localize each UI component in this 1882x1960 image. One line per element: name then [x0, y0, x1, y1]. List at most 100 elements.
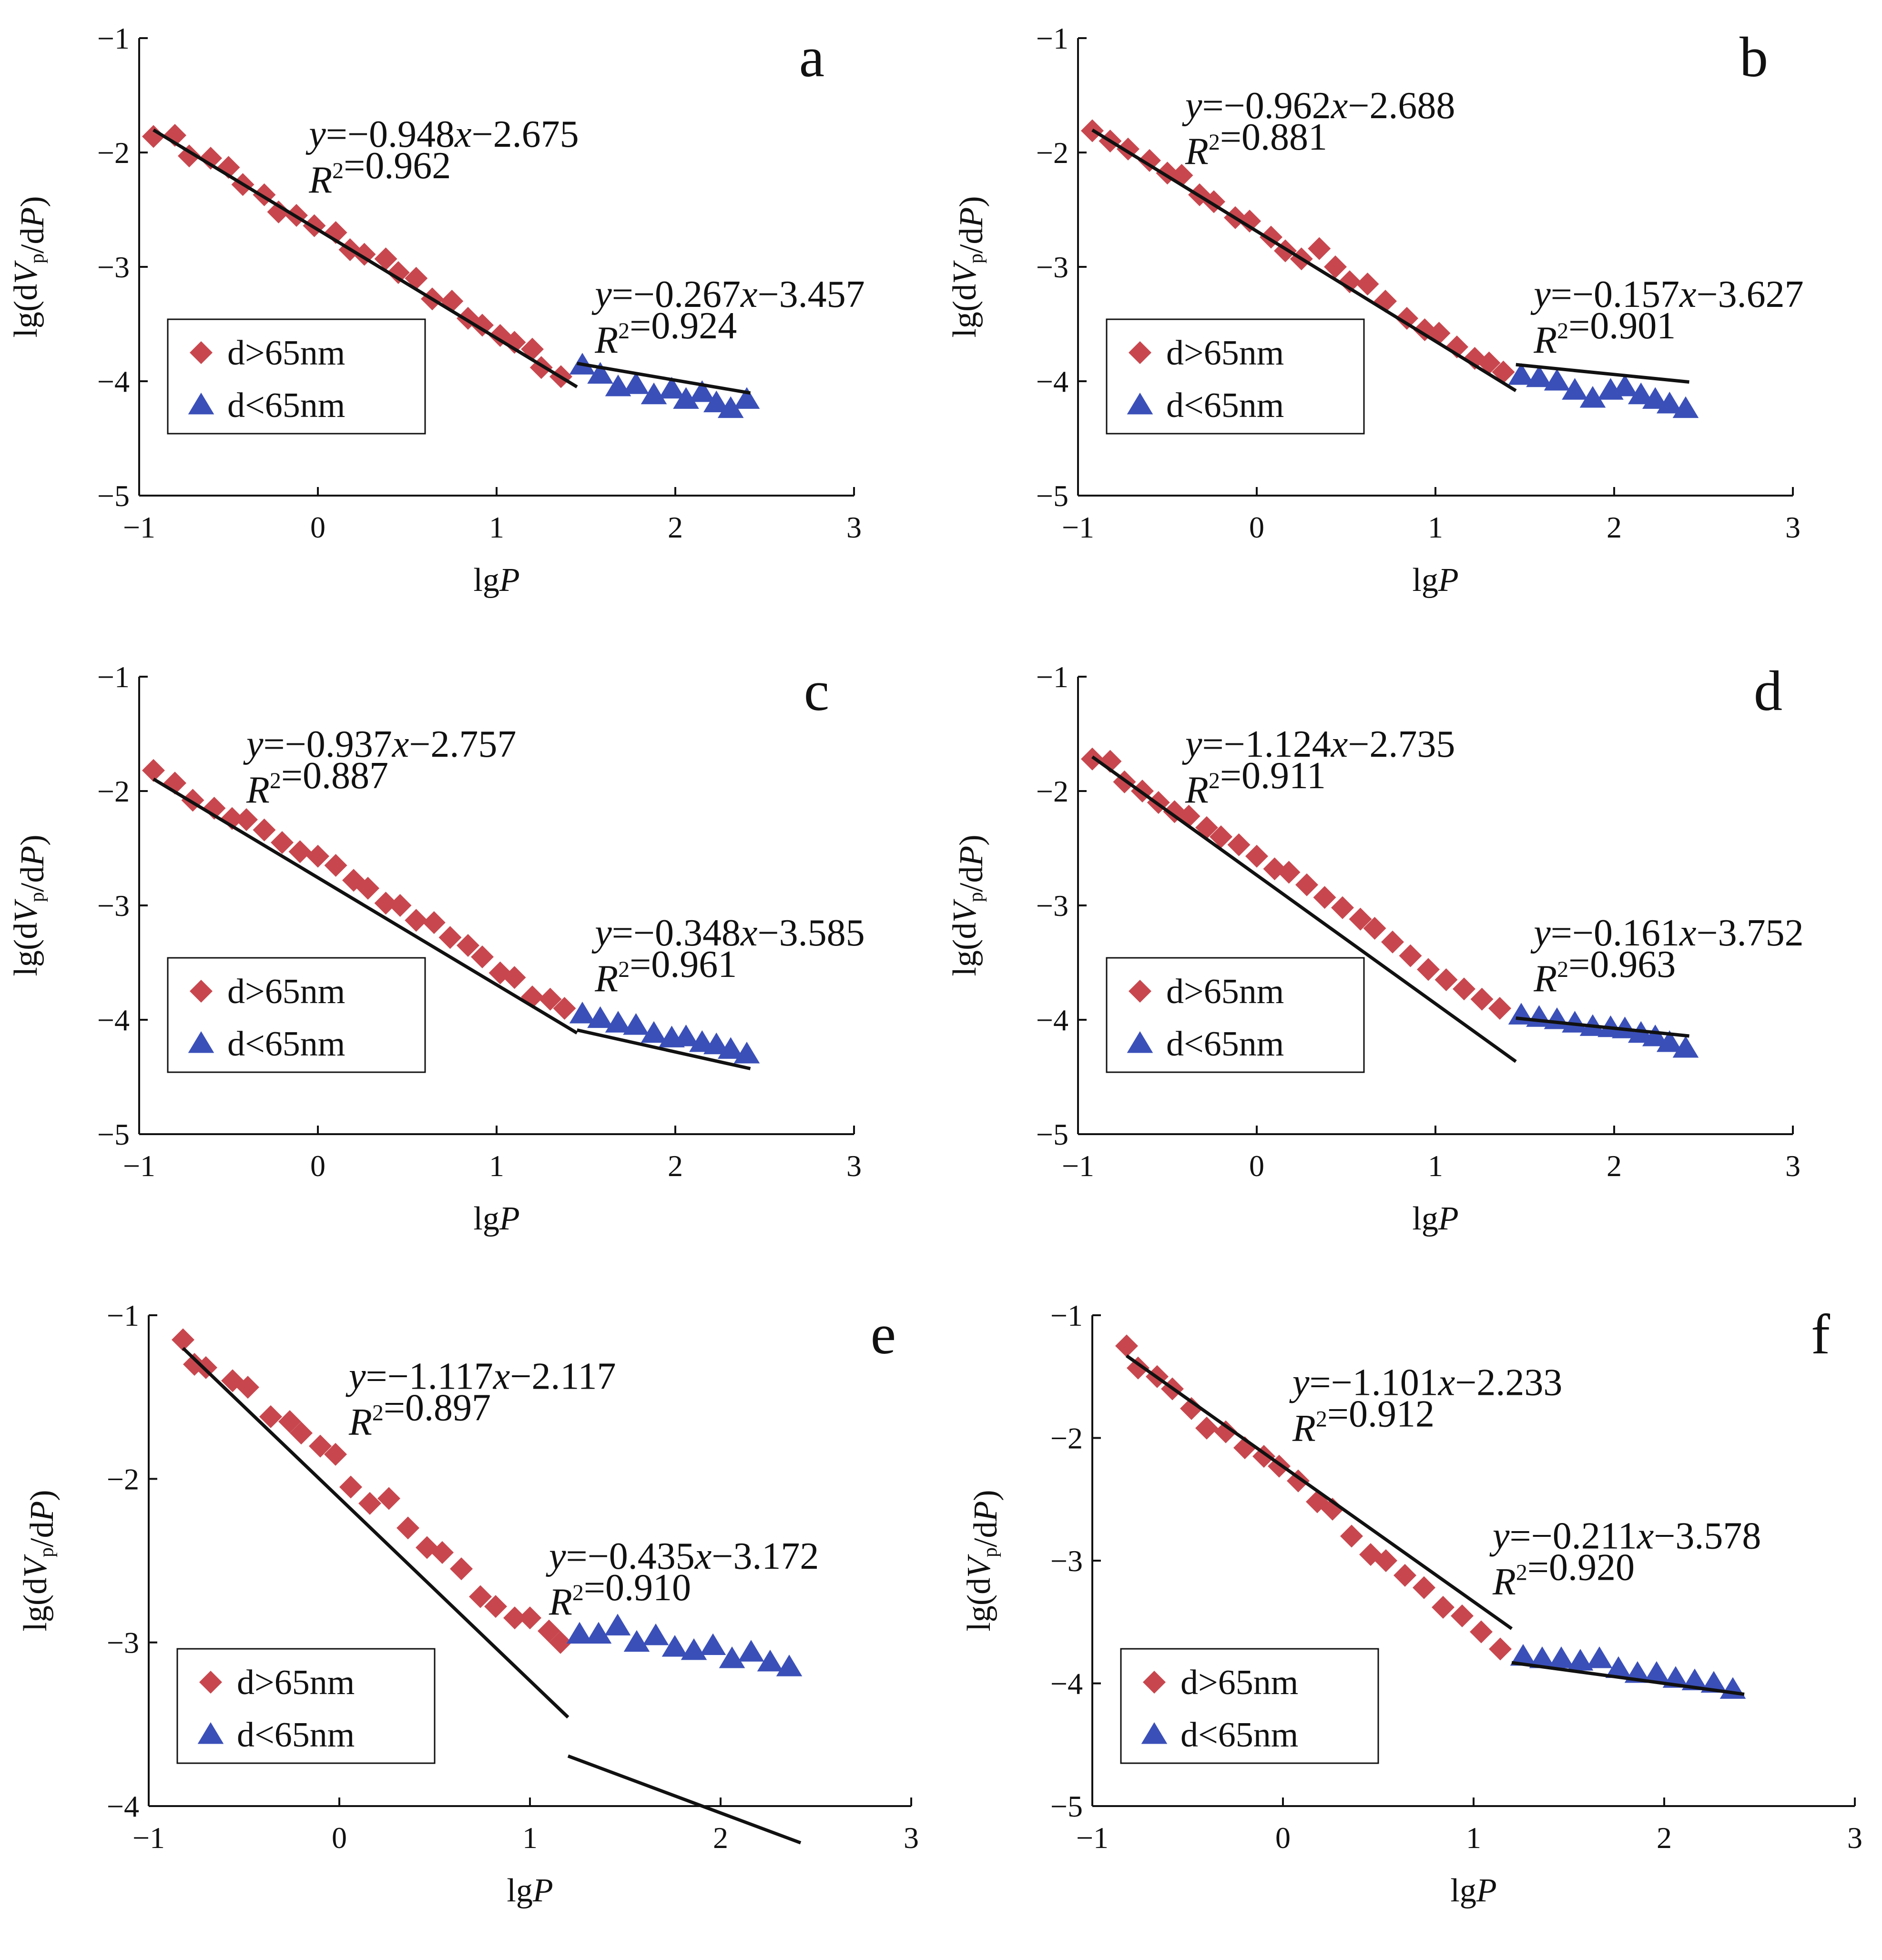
- panel-label: e: [871, 1302, 896, 1366]
- data-point-diamond: [471, 314, 494, 337]
- legend-triangle-icon: [1127, 1031, 1153, 1053]
- fit-r-squared: R2=0.897: [348, 1387, 491, 1443]
- fit-equation: y=−0.948x−2.675: [305, 113, 579, 155]
- y-tick-label: −5: [97, 1117, 130, 1151]
- legend-box: [167, 318, 426, 435]
- data-point-diamond: [306, 844, 329, 868]
- legend-label: d>65nm: [1166, 334, 1284, 373]
- data-point-triangle: [757, 1649, 783, 1672]
- data-point-triangle: [1526, 365, 1552, 387]
- x-tick-label: 1: [1466, 1821, 1481, 1855]
- x-tick-label: 1: [1428, 510, 1443, 544]
- data-point-triangle: [659, 376, 685, 399]
- data-point-diamond: [1432, 1595, 1455, 1619]
- data-point-triangle: [733, 387, 760, 409]
- y-tick-label: −5: [1036, 479, 1068, 513]
- data-point-diamond: [1434, 968, 1458, 991]
- fit-line: [153, 777, 578, 1035]
- data-point-diamond: [339, 1475, 362, 1499]
- legend-box: [167, 957, 426, 1073]
- y-tick-label: −1: [107, 1299, 139, 1332]
- x-tick-label: 3: [846, 510, 862, 544]
- data-point-diamond: [358, 1492, 381, 1515]
- legend-triangle-icon: [1141, 1722, 1168, 1744]
- data-point-triangle: [1544, 369, 1570, 391]
- data-point-diamond: [1324, 255, 1347, 278]
- x-axis-label: lgP: [473, 562, 519, 599]
- fit-equation: y=−0.267x−3.457: [591, 274, 865, 315]
- legend-diamond-icon: [1129, 341, 1151, 364]
- y-tick-label: −2: [97, 136, 130, 170]
- x-tick-label: −1: [1062, 1149, 1094, 1183]
- data-point-diamond: [1214, 1420, 1237, 1443]
- data-point-diamond: [1308, 237, 1331, 260]
- data-point-diamond: [1127, 1356, 1150, 1380]
- panel-e: −1 0 1 2 3 −4 −3 −2 −1 lgP lg(dVp/dP) e y=−1.117x−2.…: [17, 1299, 919, 1909]
- panel-label: a: [799, 25, 824, 89]
- legend-label: d>65nm: [227, 972, 345, 1011]
- legend-label: d>65nm: [237, 1663, 355, 1702]
- panel-a: −1 0 1 2 3 −5 −4 −3 −2 −1 lgP lg(dVp/dP) a y=−0.948x−…: [8, 21, 865, 599]
- data-point-triangle: [1579, 386, 1606, 408]
- data-point-diamond: [1340, 1524, 1363, 1548]
- data-point-triangle: [1612, 375, 1638, 396]
- data-point-triangle: [1548, 1646, 1575, 1668]
- data-point-triangle: [717, 1037, 744, 1059]
- data-point-diamond: [236, 1376, 259, 1399]
- x-tick-label: 2: [668, 510, 683, 544]
- data-point-diamond: [549, 1631, 572, 1654]
- x-tick-label: 0: [1249, 1149, 1264, 1183]
- fit-line: [153, 128, 578, 388]
- legend-diamond-icon: [1143, 1671, 1166, 1694]
- data-point-triangle: [1510, 1644, 1536, 1666]
- data-point-diamond: [503, 331, 526, 354]
- fit-equation: y=−0.348x−3.585: [591, 912, 865, 954]
- fit-r-squared: R2=0.910: [549, 1567, 691, 1623]
- data-point-triangle: [1642, 1025, 1668, 1046]
- data-point-diamond: [1477, 351, 1501, 375]
- y-tick-label: −3: [1036, 889, 1068, 923]
- panel-label: d: [1754, 659, 1782, 722]
- y-axis-label: lg(dVp/dP): [8, 834, 51, 976]
- x-tick-label: 1: [489, 510, 504, 544]
- series-small-pores: [569, 353, 760, 418]
- legend-triangle-icon: [188, 393, 214, 415]
- data-point-diamond: [484, 1595, 507, 1618]
- data-point-diamond: [1395, 307, 1418, 330]
- data-point-triangle: [1681, 1668, 1708, 1690]
- x-tick-label: 3: [904, 1821, 919, 1855]
- data-point-triangle: [604, 1614, 631, 1635]
- y-tick-label: −3: [97, 889, 130, 923]
- data-point-triangle: [673, 1025, 699, 1046]
- legend-box: [1106, 318, 1365, 435]
- data-point-diamond: [450, 1557, 473, 1581]
- fit-line: [576, 1028, 751, 1070]
- y-tick-label: −4: [1050, 1667, 1083, 1701]
- data-point-diamond: [1374, 1549, 1397, 1572]
- data-point-diamond: [469, 1585, 492, 1608]
- fit-line: [577, 362, 751, 395]
- data-point-triangle: [1672, 396, 1699, 418]
- data-point-diamond: [290, 1422, 313, 1445]
- y-tick-label: −4: [1036, 1003, 1068, 1037]
- y-tick-label: −3: [97, 250, 130, 284]
- data-point-triangle: [703, 1032, 730, 1055]
- data-point-triangle: [1567, 1649, 1594, 1671]
- y-axis-label: lg(dVp/dP): [961, 1490, 1004, 1631]
- panel-b: −1 0 1 2 3 −5 −4 −3 −2 −1 lgP lg(dVp/dP) b y=−0.962x−…: [946, 21, 1804, 599]
- data-point-triangle: [1700, 1671, 1727, 1693]
- y-tick-label: −2: [97, 774, 130, 808]
- data-point-diamond: [438, 926, 462, 949]
- x-tick-label: 3: [1847, 1821, 1862, 1855]
- fit-equation: y=−0.157x−3.627: [1530, 274, 1803, 315]
- x-tick-label: 0: [1275, 1821, 1291, 1855]
- x-tick-label: 3: [1785, 1149, 1801, 1183]
- data-point-diamond: [199, 147, 222, 170]
- data-point-diamond: [1488, 997, 1511, 1020]
- data-point-diamond: [377, 1487, 400, 1510]
- data-point-diamond: [1227, 833, 1251, 856]
- data-point-diamond: [1277, 861, 1301, 884]
- y-tick-label: −2: [1036, 136, 1068, 170]
- fit-equation: y=−0.435x−3.172: [546, 1535, 819, 1577]
